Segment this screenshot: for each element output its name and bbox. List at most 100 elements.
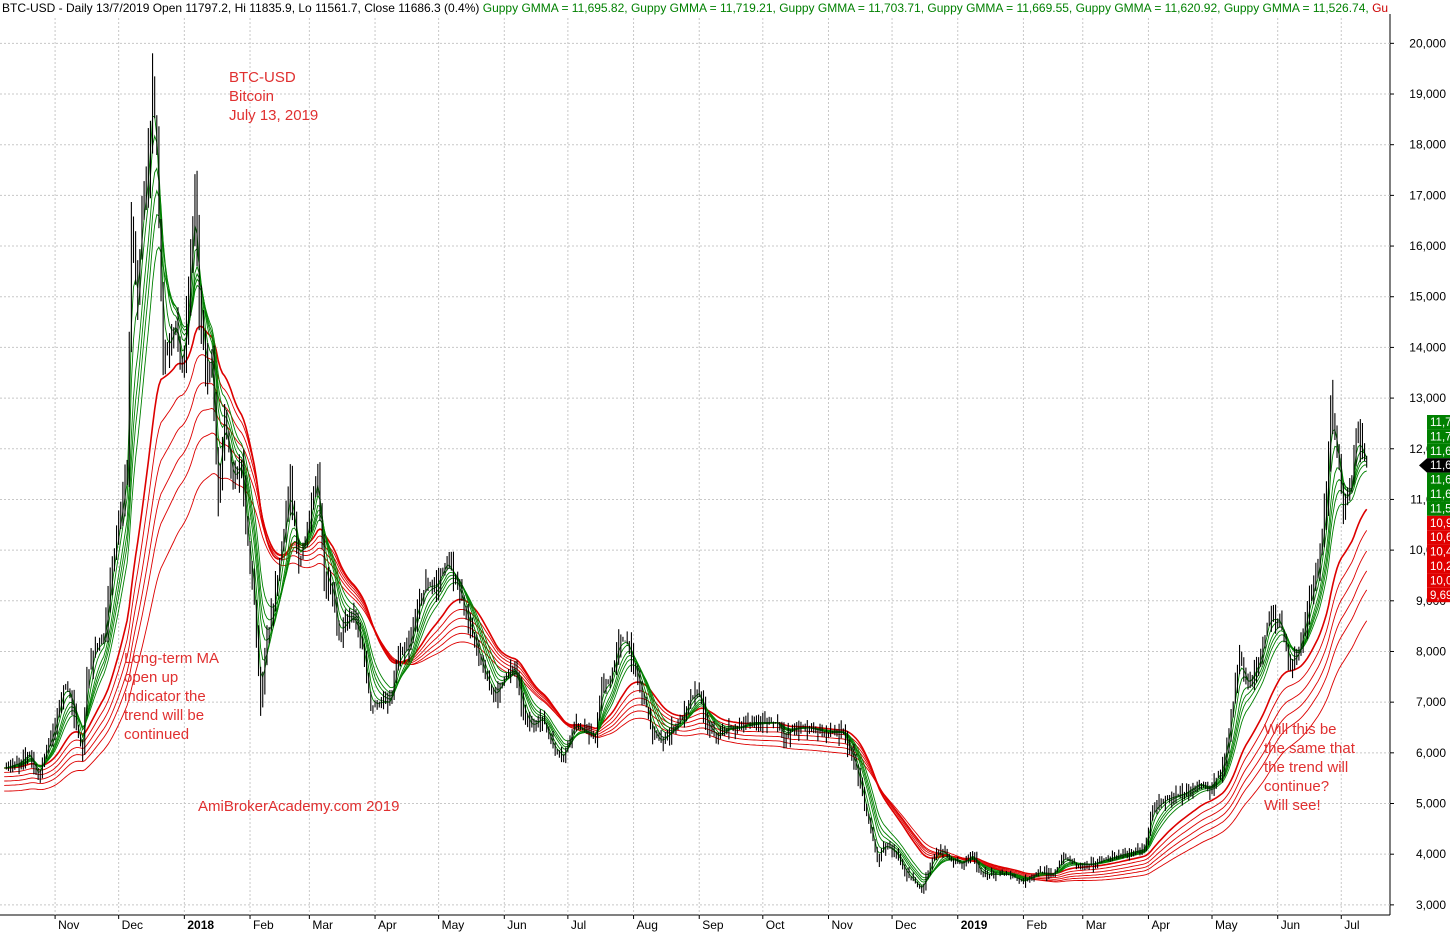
annotation-symbol: BTC-USD — [229, 69, 296, 86]
value-tag-label: 10,067.1 — [1430, 575, 1450, 587]
value-tag-label: 11,695.8 — [1430, 446, 1450, 458]
y-tick-label: 20,000 — [1409, 36, 1446, 50]
value-tag-label: 9,696.1 — [1430, 590, 1450, 602]
gmma-long-line — [4, 325, 1368, 875]
y-tick-label: 6,000 — [1416, 746, 1446, 760]
value-tag — [1427, 443, 1450, 459]
value-tag-label: 11,719.2 — [1430, 417, 1450, 429]
left-annotation-line: open up — [124, 669, 179, 686]
y-tick-label: 18,000 — [1409, 138, 1446, 152]
gmma-readout-4: Guppy GMMA = 11,669.55, — [927, 1, 1073, 15]
gmma-long-line — [4, 354, 1368, 877]
y-tick-label: 13,000 — [1409, 391, 1446, 405]
gmma-readout-6: Guppy GMMA = 11,526.74, — [1223, 1, 1369, 15]
gmma-long-line — [4, 473, 1368, 883]
y-tick-label: 15,000 — [1409, 290, 1446, 304]
y-tick-label: 5,000 — [1416, 797, 1446, 811]
x-tick-label: 2018 — [187, 918, 214, 932]
gmma-short-line — [4, 134, 1368, 886]
left-annotation-line: indicator the — [124, 688, 206, 705]
gmma-readout-7: Gu — [1372, 1, 1388, 15]
brand-watermark: AmiBrokerAcademy.com 2019 — [198, 798, 400, 815]
gmma-short-line — [4, 189, 1367, 881]
gmma-short-line — [4, 245, 1367, 878]
right-annotation-line: continue? — [1264, 778, 1330, 795]
x-tick-label: Nov — [58, 918, 79, 932]
value-tag — [1427, 487, 1450, 502]
value-tag-label: 10,470.4 — [1430, 547, 1450, 559]
value-tag — [1427, 429, 1450, 444]
value-tag — [1427, 544, 1450, 559]
chart-header: BTC-USD - Daily 13/7/2019 Open 11797.2, … — [2, 1, 1388, 17]
value-tag-label: 11,703.7 — [1430, 431, 1450, 443]
value-tag-label: 11,669.5 — [1430, 475, 1450, 487]
value-tag — [1427, 559, 1450, 574]
value-tag — [1427, 515, 1450, 531]
y-tick-label: 14,000 — [1409, 340, 1446, 354]
right-annotation-line: Will this be — [1264, 721, 1337, 738]
x-tick-label: Feb — [1026, 918, 1047, 932]
y-tick-label: 16,000 — [1409, 239, 1446, 253]
x-tick-label: Dec — [895, 918, 916, 932]
x-tick-label: Jun — [1281, 918, 1300, 932]
x-tick-label: Oct — [766, 918, 785, 932]
price-bars — [5, 53, 1368, 894]
x-tick-label: 2019 — [961, 918, 988, 932]
value-tag — [1427, 587, 1450, 603]
value-tag — [1427, 472, 1450, 487]
gmma-short-line — [4, 167, 1367, 883]
x-tick-label: Aug — [637, 918, 658, 932]
x-tick-label: Jul — [1344, 918, 1359, 932]
value-tag — [1427, 530, 1450, 545]
left-annotation: Long-term MA open up indicator the trend… — [124, 649, 219, 744]
right-annotation: Will this be the same that the trend wil… — [1264, 720, 1355, 815]
x-tick-label: May — [442, 918, 465, 932]
y-tick-label: 7,000 — [1416, 695, 1446, 709]
y-tick-label: 17,000 — [1409, 188, 1446, 202]
gmma-short-line — [4, 213, 1367, 879]
value-tag — [1427, 458, 1450, 473]
left-annotation-line: continued — [124, 726, 190, 743]
annotation-date: July 13, 2019 — [229, 107, 319, 124]
x-tick-label: Mar — [312, 918, 333, 932]
x-tick-label: Apr — [1151, 918, 1170, 932]
chart-title-annotation: BTC-USD Bitcoin July 13, 2019 — [229, 68, 318, 125]
value-tag-label: 10,900.4 — [1430, 518, 1450, 530]
gmma-readout-5: Guppy GMMA = 11,620.92, — [1075, 1, 1221, 15]
gmma-readout-3: Guppy GMMA = 11,703.71, — [779, 1, 925, 15]
x-tick-label: Apr — [378, 918, 397, 932]
x-tick-label: Jul — [571, 918, 586, 932]
x-tick-label: Nov — [831, 918, 852, 932]
y-tick-label: 3,000 — [1416, 898, 1446, 912]
left-annotation-line: Long-term MA — [124, 650, 220, 667]
gmma-readout-2: Guppy GMMA = 11,719.21, — [630, 1, 776, 15]
left-annotation-line: trend will be — [124, 707, 205, 724]
value-tag-label: 11,686.3 — [1430, 460, 1450, 472]
y-tick-label: 8,000 — [1416, 644, 1446, 658]
x-tick-label: Jun — [507, 918, 526, 932]
y-tick-label: 4,000 — [1416, 847, 1446, 861]
gmma-readout-1: Guppy GMMA = 11,695.82, — [482, 1, 628, 15]
x-tick-label: Feb — [253, 918, 274, 932]
x-tick-label: Dec — [122, 918, 143, 932]
annotation-name: Bitcoin — [229, 88, 275, 105]
value-tag-label: 10,264.9 — [1430, 561, 1450, 573]
close-price-pointer — [1419, 458, 1427, 473]
x-tick-label: Mar — [1086, 918, 1107, 932]
value-tag-label: 11,526.7 — [1430, 503, 1450, 515]
right-annotation-line: the trend will — [1264, 759, 1349, 776]
value-tag-label: 10,682.8 — [1430, 532, 1450, 544]
y-tick-label: 19,000 — [1409, 87, 1446, 101]
value-tag-label: 11,620.9 — [1430, 489, 1450, 501]
value-tag — [1427, 415, 1450, 430]
x-tick-label: Sep — [702, 918, 724, 932]
gmma-short-line — [4, 116, 1368, 889]
value-tag — [1427, 573, 1450, 588]
x-tick-label: May — [1215, 918, 1238, 932]
right-annotation-line: the same that — [1264, 740, 1355, 757]
symbol-info: BTC-USD - Daily 13/7/2019 Open 11797.2, … — [2, 1, 480, 15]
right-annotation-line: Will see! — [1264, 797, 1321, 814]
value-tag — [1427, 501, 1450, 516]
